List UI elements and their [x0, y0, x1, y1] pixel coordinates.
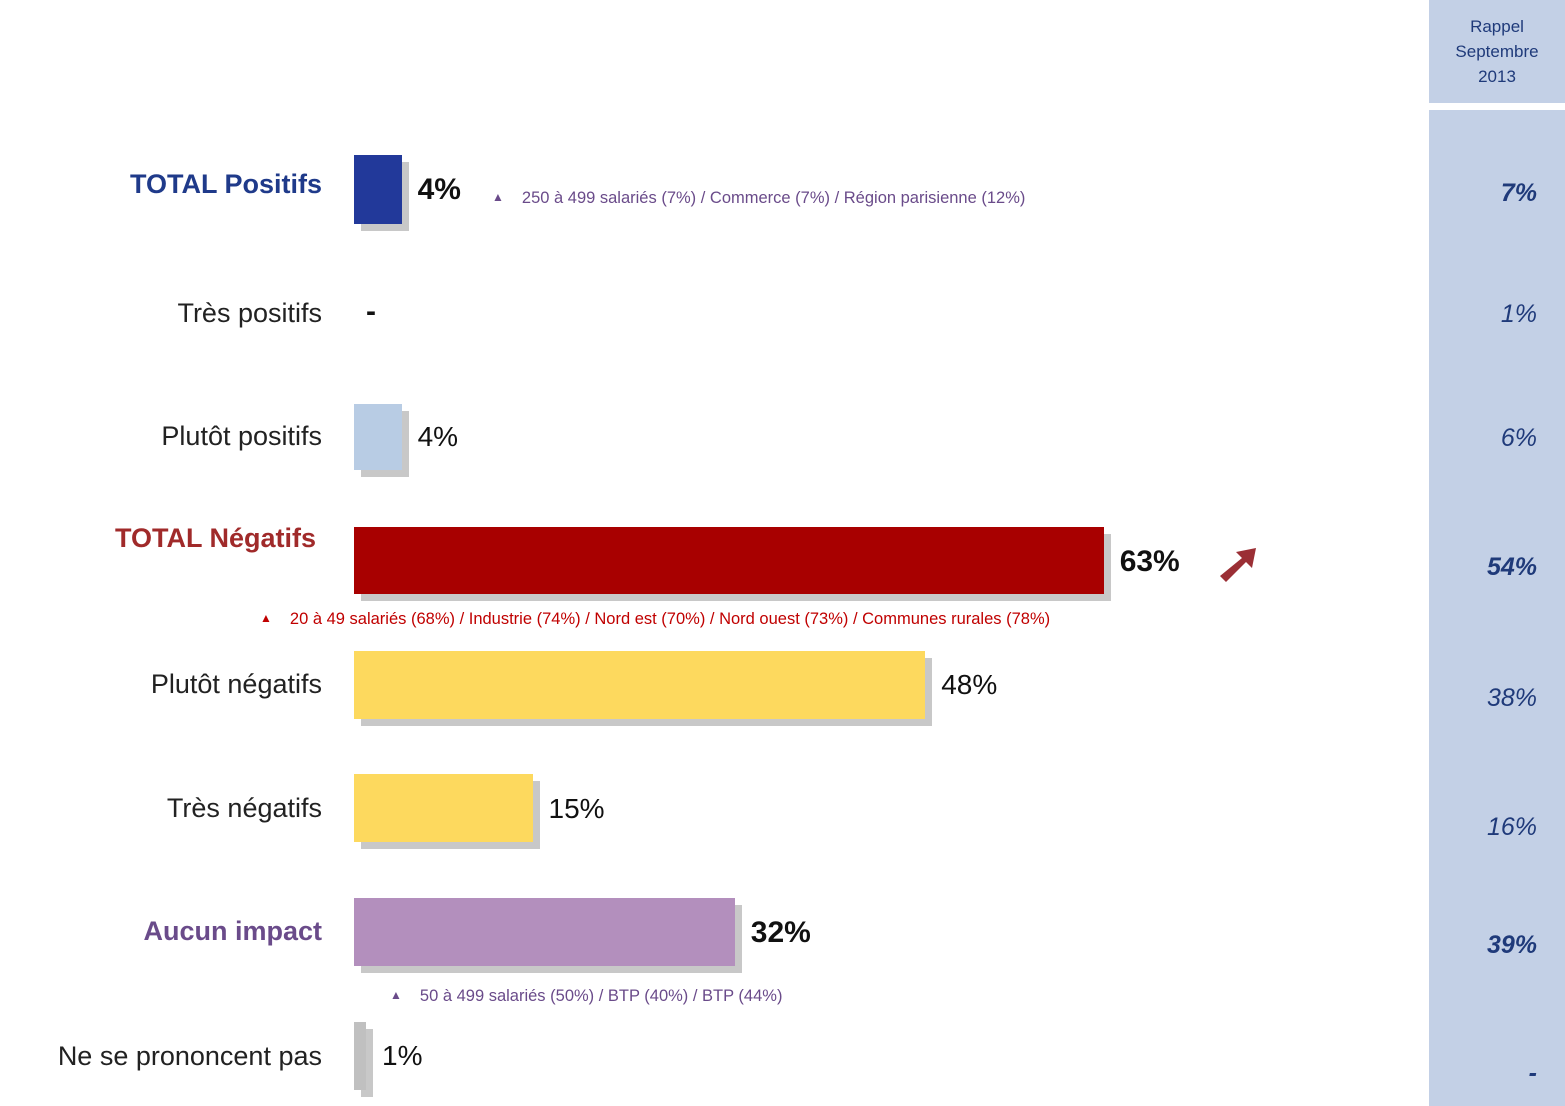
rappel-value-plutot-positifs: 6%: [1500, 424, 1537, 452]
category-label-plutot-negatifs: Plutôt négatifs: [150, 669, 322, 699]
rappel-value-aucun-impact: 39%: [1486, 931, 1537, 959]
value-label-aucun-impact: 32%: [750, 916, 811, 949]
bar-total-negatifs: [354, 527, 1104, 594]
bar-tres-negatifs: [354, 774, 533, 842]
value-label-plutot-negatifs: 48%: [941, 669, 998, 700]
rappel-column: [1429, 110, 1565, 1106]
value-label-total-positifs: 4%: [417, 173, 461, 206]
bar-aucun-impact: [354, 898, 735, 966]
rappel-value-tres-negatifs: 16%: [1486, 813, 1537, 841]
bar-ne-se-prononcent-pas: [354, 1022, 366, 1090]
triangle-up-icon: ▲: [260, 611, 272, 625]
rappel-header-line-1: Rappel: [1470, 17, 1524, 36]
triangle-up-icon: ▲: [492, 190, 504, 204]
bar-total-positifs: [354, 155, 402, 224]
category-label-tres-positifs: Très positifs: [177, 298, 322, 328]
rappel-value-total-negatifs: 54%: [1486, 553, 1537, 581]
bar-plutot-positifs: [354, 404, 402, 470]
value-label-tres-positifs: -: [366, 295, 376, 328]
annotation-text: 20 à 49 salariés (68%) / Industrie (74%)…: [289, 610, 1051, 628]
rappel-header-line-3: 2013: [1478, 67, 1516, 86]
value-label-plutot-positifs: 4%: [417, 421, 459, 452]
category-label-aucun-impact: Aucun impact: [143, 916, 322, 946]
rappel-header: Rappel Septembre 2013: [1429, 0, 1565, 103]
annotation-aucun-impact: ▲ 50 à 499 salariés (50%) / BTP (40%) / B…: [390, 985, 782, 1006]
category-label-total-positifs: TOTAL Positifs: [129, 169, 322, 199]
rappel-header-line-2: Septembre: [1455, 42, 1539, 61]
rappel-value-plutot-negatifs: 38%: [1486, 684, 1537, 712]
annotation-total-positifs: ▲ 250 à 499 salariés (7%) / Commerce (7%)…: [492, 187, 1025, 208]
annotation-text: 250 à 499 salariés (7%) / Commerce (7%) …: [521, 189, 1026, 207]
triangle-up-icon: ▲: [390, 988, 402, 1002]
value-label-ne-se-prononcent-pas: 1%: [382, 1040, 423, 1071]
value-label-total-negatifs: 63%: [1119, 545, 1180, 578]
category-label-tres-negatifs: Très négatifs: [166, 793, 322, 823]
up-right-arrow-icon: [1220, 548, 1256, 582]
bar-plutot-negatifs: [354, 651, 926, 719]
category-label-ne-se-prononcent-pas: Ne se prononcent pas: [57, 1041, 322, 1071]
annotation-text: 50 à 499 salariés (50%) / BTP (40%) / BT…: [419, 987, 783, 1005]
rappel-value-ne-se-prononcent-pas: -: [1528, 1059, 1537, 1087]
rappel-value-tres-positifs: 1%: [1500, 300, 1537, 328]
rappel-value-total-positifs: 7%: [1500, 179, 1537, 207]
category-label-total-negatifs: TOTAL Négatifs: [114, 523, 316, 553]
annotation-total-negatifs: ▲ 20 à 49 salariés (68%) / Industrie (74%…: [260, 608, 1050, 629]
value-label-tres-negatifs: 15%: [548, 793, 605, 824]
category-label-plutot-positifs: Plutôt positifs: [161, 421, 322, 451]
